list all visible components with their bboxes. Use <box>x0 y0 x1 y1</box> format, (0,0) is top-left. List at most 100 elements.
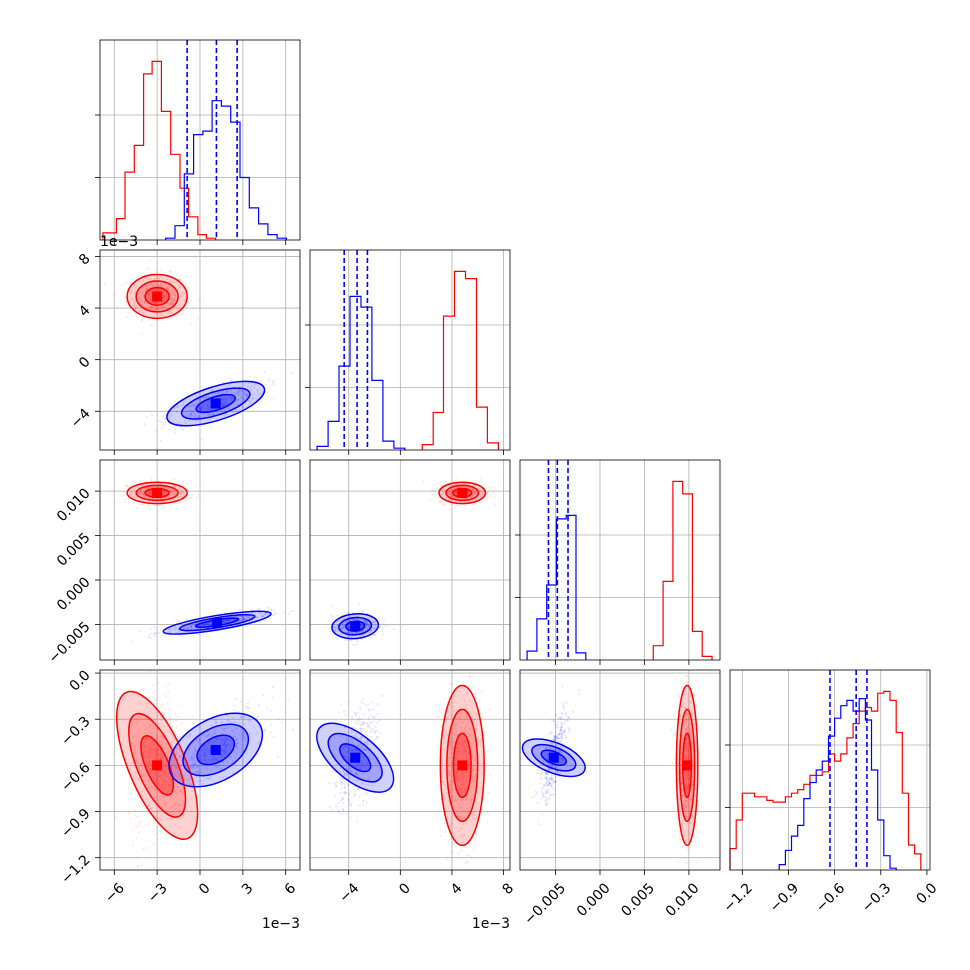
scatter-point <box>467 762 470 765</box>
scatter-point <box>203 397 206 400</box>
scatter-point <box>462 818 465 821</box>
scatter-point <box>142 790 145 793</box>
scatter-point <box>144 423 146 426</box>
scatter-point <box>175 719 178 722</box>
scatter-point <box>361 746 364 749</box>
scatter-point <box>175 410 178 413</box>
scatter-point <box>343 773 346 776</box>
scatter-point <box>686 750 689 753</box>
scatter-point <box>133 502 135 505</box>
scatter-point <box>221 743 223 746</box>
scatter-point <box>453 700 456 703</box>
scatter-point <box>167 631 170 634</box>
scatter-point <box>462 721 464 724</box>
scatter-point <box>481 490 483 493</box>
scatter-point <box>221 404 223 407</box>
scatter-point <box>460 794 463 797</box>
scatter-point <box>210 623 213 626</box>
scatter-point <box>139 503 142 506</box>
scatter-point <box>687 789 689 792</box>
scatter-point <box>557 725 560 728</box>
scatter-point <box>359 771 361 774</box>
scatter-point <box>557 733 560 735</box>
scatter-point <box>544 772 547 775</box>
scatter-point <box>265 707 268 710</box>
scatter-point <box>246 393 249 396</box>
scatter-point <box>467 684 470 687</box>
scatter-point <box>136 866 139 868</box>
scatter-point <box>166 285 168 288</box>
scatter-point <box>340 784 343 786</box>
scatter-point <box>472 493 475 496</box>
scatter-point <box>253 726 256 729</box>
scatter-point <box>155 498 158 501</box>
scatter-point <box>333 626 336 629</box>
scatter-point <box>551 769 554 772</box>
scatter-point <box>193 405 196 408</box>
scatter-point <box>687 731 690 734</box>
scatter-point <box>137 778 140 781</box>
scatter-point <box>686 786 689 789</box>
scatter-point <box>446 491 449 494</box>
scatter-point <box>540 789 543 792</box>
scatter-point <box>206 413 209 416</box>
scatter-point <box>140 774 143 777</box>
scatter-point <box>190 414 193 417</box>
scatter-point <box>222 381 225 383</box>
scatter-point <box>448 743 451 746</box>
scatter-point <box>147 492 150 495</box>
scatter-point <box>468 753 471 756</box>
scatter-point <box>360 718 363 721</box>
scatter-point <box>371 784 374 787</box>
scatter-point <box>450 775 453 778</box>
scatter-point <box>544 801 546 803</box>
scatter-point <box>153 718 156 721</box>
scatter-point <box>169 292 172 295</box>
scatter-point <box>462 803 465 805</box>
scatter-point <box>206 405 209 408</box>
scatter-point <box>684 809 687 812</box>
scatter-point <box>271 381 274 383</box>
scatter-point <box>289 610 292 613</box>
scatter-point <box>180 790 183 793</box>
scatter-point <box>340 787 343 790</box>
scatter-point <box>232 392 235 395</box>
scatter-point <box>359 764 362 767</box>
scatter-point <box>212 413 215 416</box>
scatter-point <box>469 798 472 801</box>
scatter-point <box>340 799 342 802</box>
scatter-point <box>689 834 692 837</box>
scatter-point <box>208 400 211 403</box>
scatter-point <box>363 748 366 751</box>
scatter-point <box>349 778 352 781</box>
scatter-point <box>241 379 244 381</box>
scatter-point <box>359 736 362 738</box>
scatter-point <box>163 693 166 695</box>
scatter-point <box>355 773 358 775</box>
scatter-point <box>358 751 361 753</box>
scatter-point <box>209 624 212 627</box>
scatter-point <box>475 816 478 819</box>
scatter-point <box>190 409 193 412</box>
scatter-point <box>229 725 231 728</box>
scatter-point <box>691 783 694 786</box>
scatter-point <box>191 758 194 761</box>
scatter-point <box>225 747 228 750</box>
scatter-point <box>209 413 212 416</box>
scatter-point <box>220 721 223 724</box>
scatter-point <box>234 709 237 711</box>
scatter-point <box>549 732 552 735</box>
scatter-point <box>355 766 358 769</box>
scatter-point <box>205 768 208 771</box>
scatter-point <box>190 626 193 629</box>
scatter-point <box>681 705 684 708</box>
scatter-point <box>158 803 161 806</box>
scatter-point <box>170 781 172 784</box>
scatter-point <box>142 293 145 296</box>
scatter-point <box>367 624 370 627</box>
scatter-point <box>135 759 137 762</box>
scatter-point <box>171 725 174 728</box>
scatter-point <box>365 801 368 804</box>
scatter-point <box>159 486 162 488</box>
scatter-point <box>365 748 368 751</box>
